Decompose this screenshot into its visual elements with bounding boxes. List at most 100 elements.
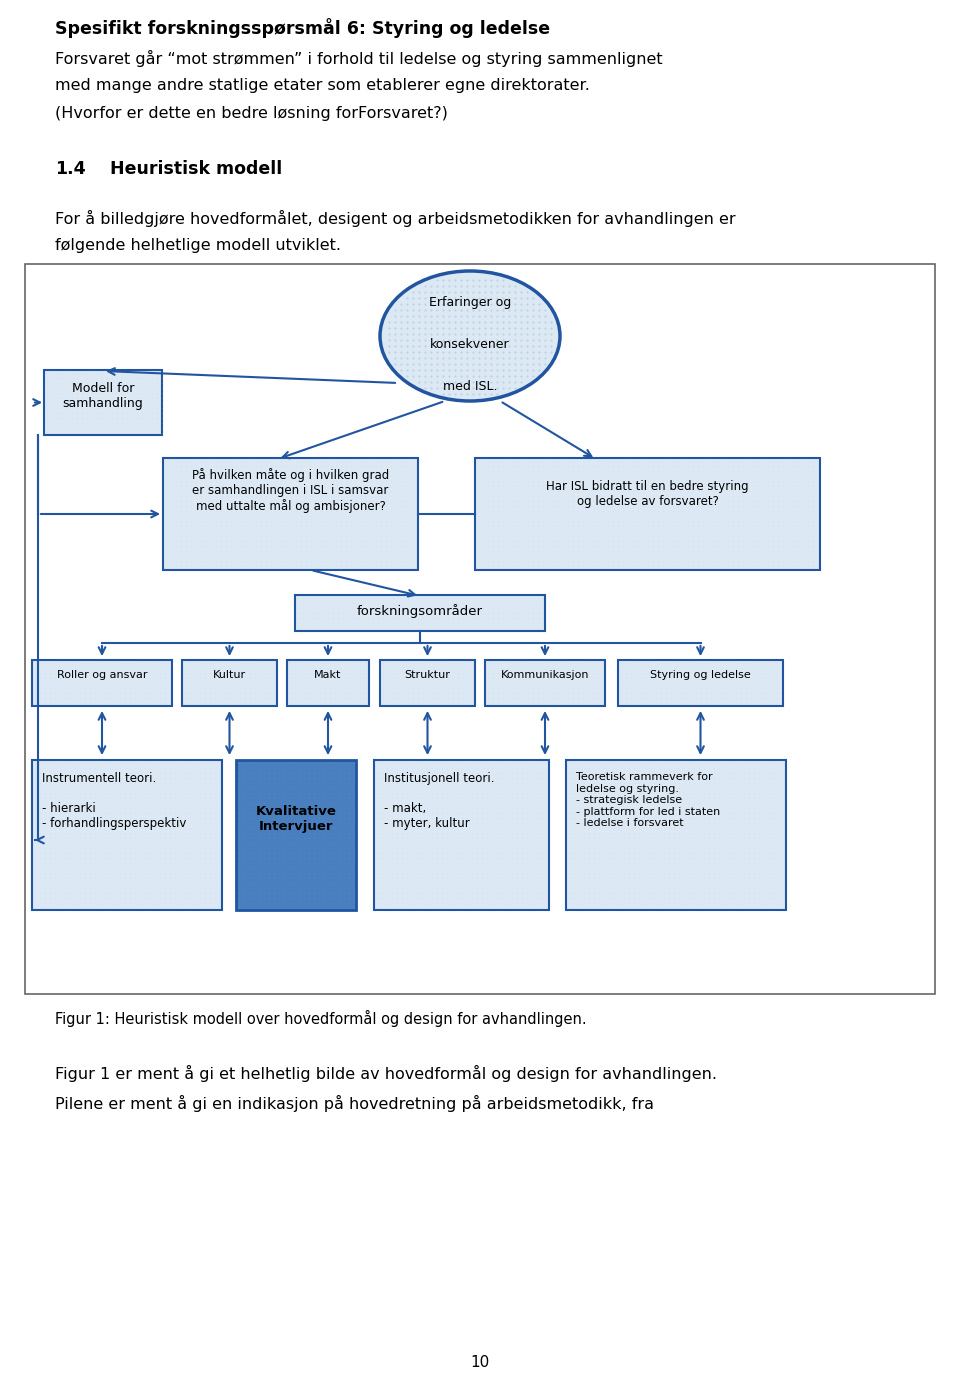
Point bbox=[323, 449, 338, 471]
Point bbox=[550, 666, 565, 688]
Point bbox=[311, 752, 326, 774]
Point bbox=[540, 489, 555, 511]
Point bbox=[181, 791, 197, 813]
Point bbox=[519, 460, 535, 482]
Point bbox=[740, 535, 756, 557]
Point bbox=[514, 896, 529, 918]
Point bbox=[668, 651, 684, 673]
Point bbox=[173, 510, 188, 532]
Point bbox=[67, 816, 83, 838]
Point bbox=[545, 485, 561, 507]
Point bbox=[761, 806, 777, 828]
Point bbox=[340, 616, 355, 638]
Point bbox=[398, 877, 414, 899]
Point bbox=[420, 662, 435, 684]
Point bbox=[705, 489, 720, 511]
Point bbox=[701, 881, 716, 903]
Point bbox=[429, 777, 444, 799]
Point bbox=[313, 514, 328, 536]
Point bbox=[207, 519, 223, 542]
Point bbox=[434, 861, 449, 884]
Point bbox=[474, 837, 490, 859]
Point bbox=[373, 806, 389, 828]
Point bbox=[720, 500, 735, 522]
Point bbox=[181, 821, 197, 843]
Point bbox=[444, 886, 459, 909]
Point bbox=[277, 464, 293, 486]
Point bbox=[766, 881, 781, 903]
Point bbox=[585, 554, 600, 576]
Point bbox=[32, 861, 47, 884]
Point bbox=[710, 852, 726, 874]
Point bbox=[102, 766, 117, 788]
Point bbox=[162, 881, 178, 903]
Point bbox=[276, 896, 291, 918]
Point bbox=[311, 816, 326, 838]
Point bbox=[716, 787, 732, 809]
Point bbox=[162, 662, 178, 684]
Point bbox=[251, 771, 266, 794]
Point bbox=[57, 777, 72, 799]
Point bbox=[358, 489, 373, 511]
Point bbox=[61, 877, 77, 899]
Point bbox=[369, 787, 384, 809]
Point bbox=[61, 892, 77, 914]
Point bbox=[414, 812, 429, 834]
Point bbox=[384, 816, 399, 838]
Point bbox=[655, 519, 670, 542]
Point bbox=[585, 662, 600, 684]
Point bbox=[395, 672, 410, 694]
Point bbox=[755, 464, 770, 486]
Point bbox=[625, 554, 640, 576]
Point bbox=[734, 504, 750, 526]
Point bbox=[137, 856, 153, 878]
Point bbox=[318, 454, 333, 476]
Point bbox=[731, 771, 746, 794]
Point bbox=[534, 781, 549, 803]
Point bbox=[419, 881, 434, 903]
Point bbox=[651, 762, 666, 784]
Point bbox=[82, 771, 97, 794]
Point bbox=[149, 396, 164, 418]
Point bbox=[505, 519, 520, 542]
Point bbox=[320, 591, 335, 614]
Point bbox=[102, 676, 117, 698]
Point bbox=[465, 662, 480, 684]
Point bbox=[59, 421, 74, 443]
Point bbox=[656, 867, 671, 889]
Point bbox=[636, 852, 651, 874]
Point bbox=[230, 796, 246, 819]
Point bbox=[419, 842, 434, 864]
Point bbox=[363, 485, 378, 507]
Point bbox=[42, 856, 58, 878]
Point bbox=[242, 676, 257, 698]
Point bbox=[730, 449, 745, 471]
Point bbox=[485, 607, 500, 629]
Point bbox=[524, 837, 540, 859]
Point bbox=[500, 460, 516, 482]
Point bbox=[27, 806, 42, 828]
Point bbox=[243, 550, 258, 572]
Point bbox=[346, 806, 361, 828]
Point bbox=[111, 762, 127, 784]
Point bbox=[710, 787, 726, 809]
Point bbox=[474, 781, 490, 803]
Point bbox=[147, 896, 162, 918]
Point bbox=[177, 867, 192, 889]
Point bbox=[770, 519, 785, 542]
Point bbox=[601, 766, 616, 788]
Point bbox=[363, 475, 378, 497]
Point bbox=[732, 666, 748, 688]
Point bbox=[373, 846, 389, 868]
Point bbox=[734, 514, 750, 536]
Point bbox=[349, 611, 365, 633]
Point bbox=[690, 464, 706, 486]
Point bbox=[539, 831, 554, 853]
Point bbox=[227, 651, 242, 673]
Point bbox=[322, 662, 337, 684]
Point bbox=[494, 454, 510, 476]
Point bbox=[646, 846, 661, 868]
Point bbox=[318, 489, 333, 511]
Point bbox=[193, 485, 208, 507]
Point bbox=[277, 554, 293, 576]
